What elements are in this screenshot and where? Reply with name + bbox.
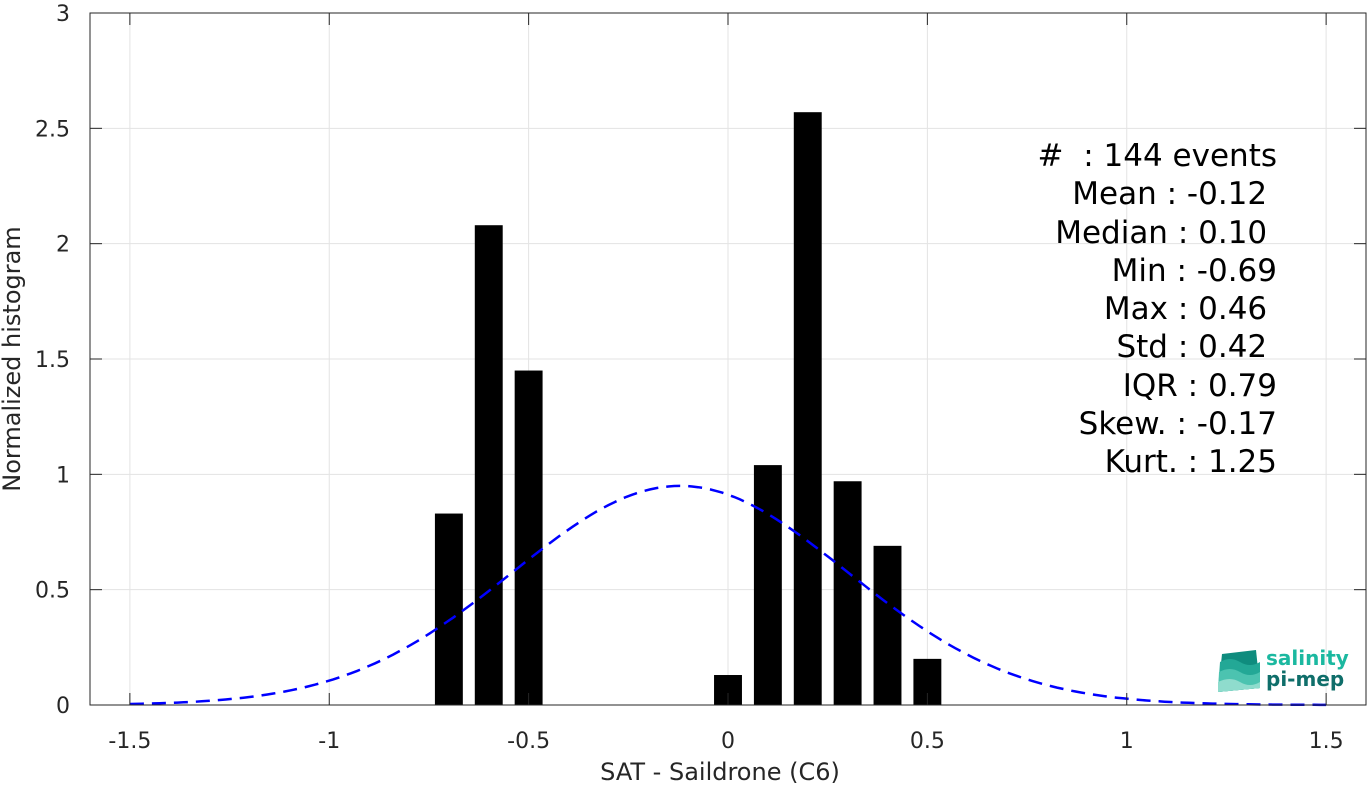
- x-tick-label: -0.5: [507, 729, 550, 754]
- histogram-bar: [434, 513, 463, 705]
- y-tick-label: 3: [56, 2, 70, 27]
- logo-line2: pi-mep: [1266, 667, 1345, 691]
- y-tick-label: 0.5: [35, 579, 70, 604]
- x-tick-label: -1.5: [108, 729, 151, 754]
- statistics-box: # : 144 events Mean : -0.12 Median : 0.1…: [960, 137, 1277, 482]
- ticks: [90, 12, 1366, 706]
- y-tick-label: 0: [56, 694, 70, 719]
- x-axis-label: SAT - Saildrone (C6): [600, 758, 840, 785]
- stat-kurt: Kurt. : 1.25: [1104, 444, 1277, 481]
- stat-iqr: IQR : 0.79: [1122, 367, 1277, 404]
- x-tick-label: -1: [318, 729, 340, 754]
- x-tick-label: 0.5: [910, 729, 945, 754]
- stat-median: Median : 0.10: [1055, 214, 1277, 251]
- histogram-bar: [873, 545, 902, 705]
- x-tick-label: 1.5: [1309, 729, 1344, 754]
- stat-max: Max : 0.46: [1103, 291, 1277, 328]
- stat-std: Std : 0.42: [1116, 329, 1277, 366]
- y-tick-label: 2: [56, 233, 70, 258]
- stat-count: # : 144 events: [1037, 138, 1277, 174]
- histogram-bar: [514, 370, 543, 705]
- y-tick-labels: 0 0.5 1 1.5 2 2.5 3: [35, 2, 70, 719]
- stat-skew: Skew. : -0.17: [1078, 406, 1277, 443]
- x-tick-label: 1: [1120, 729, 1134, 754]
- logo-text: salinity pi-mep: [1266, 648, 1349, 690]
- x-tick-label: 0: [721, 729, 735, 754]
- salinity-pimep-logo-icon: [1218, 650, 1260, 692]
- histogram-bar: [793, 112, 822, 706]
- y-axis-label: Normalized histogram: [0, 226, 26, 491]
- y-tick-label: 1.5: [35, 348, 70, 373]
- stat-min: Min : -0.69: [1111, 252, 1277, 289]
- bars: [434, 112, 942, 706]
- histogram-bar: [833, 481, 862, 705]
- histogram-bar: [753, 465, 782, 705]
- logo-line1: salinity: [1266, 646, 1349, 670]
- histogram-bar: [474, 225, 503, 706]
- salinity-pimep-logo: salinity pi-mep: [1216, 646, 1349, 694]
- stat-mean: Mean : -0.12: [1072, 176, 1277, 213]
- y-tick-label: 1: [56, 463, 70, 488]
- x-tick-labels: -1.5 -1 -0.5 0 0.5 1 1.5: [108, 729, 1343, 754]
- y-tick-label: 2.5: [35, 117, 70, 142]
